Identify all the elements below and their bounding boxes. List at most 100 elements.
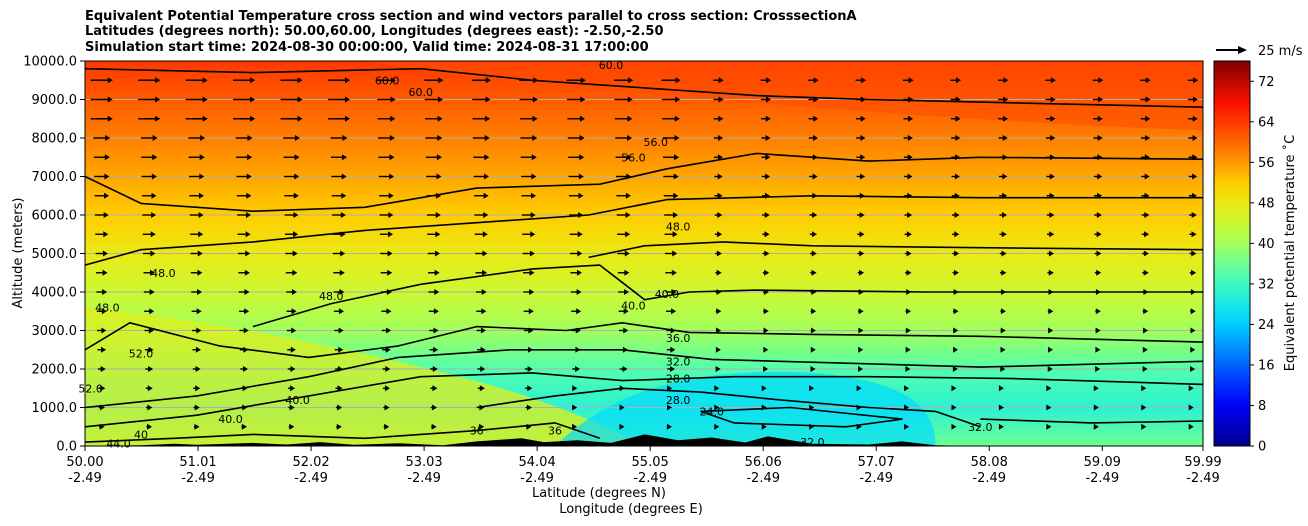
wind-vector: [285, 250, 298, 257]
wind-key-label: 25 m/s: [1258, 44, 1303, 59]
contour-label: 48.0: [151, 267, 176, 280]
x-tick-label-lat: 54.04: [519, 455, 556, 470]
wind-vector: [856, 173, 866, 180]
wind-vector: [903, 77, 914, 84]
wind-vector: [951, 173, 960, 180]
wind-vector: [1141, 385, 1147, 392]
wind-vector: [714, 385, 720, 392]
wind-vector: [1095, 289, 1102, 295]
y-tick-label: 4000.0: [32, 286, 78, 301]
wind-vector: [90, 115, 113, 122]
x-tick-label-lon: -2.49: [633, 471, 667, 486]
wind-vector: [522, 250, 535, 257]
wind-vector: [1190, 346, 1196, 353]
wind-vector: [715, 366, 721, 372]
contour-label: 60.0: [599, 59, 624, 72]
wind-vector: [286, 308, 297, 315]
wind-vector: [998, 423, 1004, 430]
contour-line: [85, 322, 1203, 359]
wind-vector: [98, 385, 106, 392]
wind-vector: [808, 96, 819, 103]
x-tick-label-lat: 56.06: [745, 455, 782, 470]
wind-vector: [473, 173, 489, 180]
x-tick-label-lon: -2.49: [407, 471, 441, 486]
wind-vector: [566, 77, 586, 84]
wind-vector: [383, 423, 390, 430]
wind-vector: [238, 289, 250, 295]
wind-vector: [525, 404, 532, 411]
wind-vector: [618, 308, 629, 315]
wind-vector: [1094, 269, 1102, 276]
wind-vector: [190, 269, 203, 276]
wind-vector: [569, 212, 584, 218]
colorbar-tick-label: 8: [1258, 399, 1266, 414]
wind-vector: [380, 250, 393, 257]
wind-vector: [568, 154, 585, 161]
wind-vector: [1142, 269, 1149, 276]
wind-vector: [857, 250, 865, 257]
wind-vector: [999, 231, 1007, 238]
contour-label: 52.0: [129, 348, 154, 361]
wind-vector: [950, 77, 961, 84]
wind-vector: [475, 269, 488, 276]
wind-vector: [424, 77, 444, 84]
wind-vector: [431, 423, 437, 430]
wind-vector: [1188, 423, 1194, 430]
wind-vector: [192, 366, 201, 372]
wind-vector: [334, 327, 344, 334]
wind-vector: [714, 423, 720, 430]
wind-vector: [1000, 327, 1006, 334]
contour-label: 40: [134, 428, 148, 441]
wind-vector: [856, 423, 862, 430]
wind-vector: [666, 423, 672, 430]
wind-vector: [429, 366, 438, 372]
wind-vector: [714, 212, 723, 218]
wind-vector: [525, 423, 532, 430]
colorbar-tick-label: 48: [1258, 196, 1275, 211]
wind-vector: [1141, 404, 1147, 411]
wind-vector: [762, 231, 770, 238]
wind-vector: [381, 327, 392, 334]
wind-vector: [904, 404, 910, 411]
wind-vector: [379, 231, 393, 238]
wind-vector: [476, 327, 486, 334]
x-axis: 50.00-2.4951.01-2.4952.02-2.4953.03-2.49…: [66, 446, 1222, 486]
wind-vector: [1093, 404, 1099, 411]
y-tick-label: 1000.0: [32, 401, 78, 416]
wind-vector: [858, 308, 864, 315]
wind-vector: [1142, 308, 1149, 315]
x-axis-label-longitude: Longitude (degrees E): [559, 502, 703, 517]
wind-vector: [521, 192, 537, 199]
wind-vector: [1141, 231, 1150, 238]
wind-vector: [950, 96, 961, 103]
wind-vector: [1092, 77, 1104, 84]
wind-vector: [1093, 135, 1103, 141]
wind-vector: [524, 346, 534, 353]
wind-vector: [142, 231, 156, 238]
contour-label: 60.0: [408, 86, 433, 99]
wind-vector: [809, 173, 818, 180]
wind-vector: [1045, 135, 1056, 141]
colorbar: [1213, 60, 1251, 447]
wind-vector: [430, 385, 438, 392]
contour-label: 36: [548, 425, 562, 438]
wind-vector: [905, 327, 911, 334]
wind-vector: [570, 250, 583, 257]
contour-lines: [85, 67, 1203, 443]
wind-vector: [857, 269, 865, 276]
x-tick-label-lon: -2.49: [520, 471, 554, 486]
wind-vector: [810, 308, 817, 315]
colorbar-tick-label: 0: [1258, 440, 1266, 455]
wind-vector: [856, 404, 862, 411]
wind-vector: [1045, 115, 1056, 122]
wind-vector: [332, 250, 346, 257]
x-tick-label-lat: 51.01: [179, 455, 216, 470]
wind-vector: [614, 115, 633, 122]
wind-vector: [998, 173, 1008, 180]
wind-vector: [810, 289, 817, 295]
y-axis-label: Altitude (meters): [11, 198, 26, 309]
contour-line: [85, 152, 1203, 212]
wind-vector: [378, 154, 395, 161]
wind-vector: [330, 154, 348, 161]
wind-vector: [569, 231, 583, 238]
